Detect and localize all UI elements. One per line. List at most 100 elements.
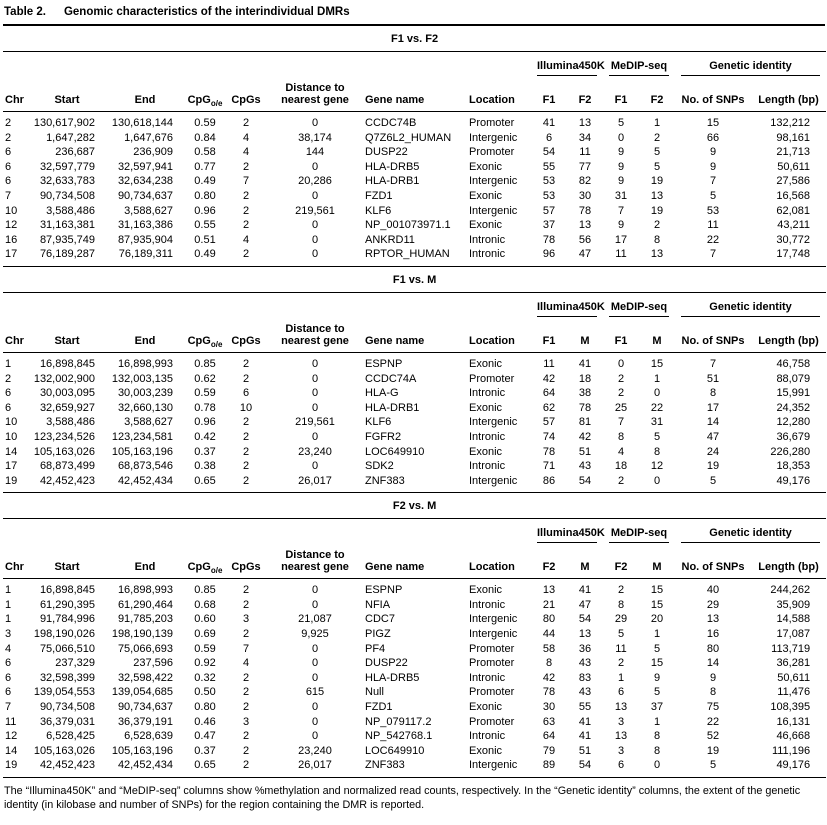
cell-medip-2: 15 [650, 357, 664, 370]
column-group-label: Genetic identity [681, 301, 821, 317]
column-header-length-bp: Length (bp) [751, 76, 827, 112]
cell-illumina-1: 53 [542, 189, 556, 202]
cell-distance-to-nearest-gene: 0 [311, 598, 319, 611]
cell-cpgs: 6 [242, 387, 250, 400]
cell-distance-to-nearest-gene: 0 [311, 657, 319, 670]
cell-cpgs: 2 [242, 701, 250, 714]
cell-num-snps: 19 [706, 744, 720, 757]
cell-start: 90,734,508 [39, 701, 95, 714]
cell-start: 130,617,902 [33, 117, 95, 129]
cell-medip-1: 3 [617, 715, 625, 728]
cell-location: Intronic [469, 430, 506, 443]
cell-distance-to-nearest-gene: 20,286 [298, 175, 332, 188]
cell-end: 36,379,191 [117, 715, 173, 728]
dmr-row: 6 32,597,779 32,597,941 0.77 2 0 HLA-DRB5 Exoni… [3, 160, 826, 175]
cell-gene-name: KLF6 [365, 204, 392, 217]
cell-cpg-oe: 0.80 [194, 189, 216, 202]
cell-cpgs: 4 [242, 146, 250, 159]
cell-cpg-oe: 0.68 [194, 598, 216, 611]
cell-medip-2: 1 [653, 715, 661, 728]
cell-illumina-2: 54 [578, 613, 592, 626]
cell-start: 31,163,381 [39, 219, 95, 232]
column-group-label: MeDIP-seq [609, 301, 669, 317]
cell-location: Promoter [469, 686, 515, 699]
cell-location: Exonic [469, 160, 503, 173]
cell-num-snps: 47 [706, 430, 720, 443]
cell-start: 36,379,031 [39, 715, 95, 728]
cell-illumina-1: 21 [542, 598, 556, 611]
cell-length-bp: 18,353 [776, 460, 811, 473]
cell-distance-to-nearest-gene: 0 [311, 701, 319, 714]
cell-medip-2: 8 [653, 233, 661, 246]
cell-num-snps: 5 [709, 759, 717, 772]
cell-num-snps: 40 [706, 584, 720, 597]
cell-chr: 1 [5, 357, 12, 370]
cell-cpgs: 2 [242, 474, 250, 487]
column-group-label: Illumina450K [537, 60, 605, 76]
cell-cpgs: 2 [242, 744, 250, 757]
cell-end: 3,588,627 [124, 204, 173, 217]
cell-cpgs: 2 [242, 730, 250, 743]
cell-illumina-2: 77 [578, 160, 592, 173]
cell-cpgs: 2 [242, 117, 250, 129]
column-group-genetic-identity: Genetic identity [675, 519, 826, 544]
cell-medip-2: 0 [653, 387, 661, 400]
cell-medip-1: 11 [615, 642, 627, 655]
column-group-medip-seq: MeDIP-seq [603, 52, 675, 76]
cell-medip-1: 1 [617, 671, 625, 684]
cell-cpg-oe: 0.49 [194, 175, 216, 188]
cell-illumina-2: 54 [578, 759, 592, 772]
cell-cpg-oe: 0.85 [194, 584, 216, 597]
cell-location: Intronic [469, 248, 506, 261]
cell-length-bp: 21,713 [776, 146, 811, 159]
cell-illumina-2: 11 [579, 146, 591, 159]
cell-length-bp: 36,679 [776, 430, 811, 443]
cell-distance-to-nearest-gene: 0 [311, 715, 319, 728]
cell-medip-1: 7 [617, 416, 625, 429]
table-sections: F1 vs. F2 Illumina450K MeDIP-seq Genetic id… [3, 26, 827, 778]
column-header-illumina-f2: F2 [531, 543, 567, 580]
cell-medip-2: 0 [653, 759, 661, 772]
cell-medip-1: 25 [614, 401, 628, 414]
cell-distance-to-nearest-gene: 0 [311, 189, 319, 202]
cell-distance-to-nearest-gene: 23,240 [298, 744, 332, 757]
cell-cpgs: 4 [242, 233, 250, 246]
cell-location: Intergenic [469, 628, 518, 641]
column-header-cpg-oe: CpGo/e [183, 76, 227, 112]
cell-illumina-2: 13 [578, 117, 592, 129]
cell-start: 75,066,510 [39, 642, 95, 655]
column-header-chr: Chr [3, 76, 27, 112]
cell-cpg-oe: 0.47 [194, 730, 216, 743]
dmr-row: 10 3,588,486 3,588,627 0.96 2 219,561 KLF6 Inte… [3, 415, 826, 430]
cell-medip-2: 20 [650, 613, 664, 626]
cell-medip-1: 8 [617, 430, 625, 443]
cell-gene-name: RPTOR_HUMAN [365, 248, 450, 261]
cell-illumina-2: 41 [578, 357, 592, 370]
cell-location: Intronic [469, 598, 506, 611]
column-header-medip-m: M [639, 316, 675, 353]
cell-start: 90,734,508 [39, 189, 95, 202]
cell-illumina-2: 78 [578, 401, 592, 414]
section-title-f2-vs-m: F2 vs. M [3, 493, 827, 520]
cell-medip-1: 13 [614, 701, 628, 714]
cell-location: Promoter [469, 372, 515, 385]
cell-num-snps: 17 [706, 401, 720, 414]
cell-start: 32,659,927 [39, 401, 95, 414]
cell-location: Exonic [469, 445, 503, 458]
cell-chr: 19 [5, 474, 18, 487]
cell-location: Intergenic [469, 613, 518, 626]
cell-illumina-2: 82 [578, 175, 592, 188]
column-header-illumina-f2: F2 [567, 76, 603, 112]
cell-length-bp: 43,211 [777, 219, 811, 232]
cell-illumina-2: 51 [578, 445, 592, 458]
cell-end: 1,647,676 [124, 131, 173, 144]
cell-distance-to-nearest-gene: 0 [311, 642, 319, 655]
dmr-row: 2 132,002,900 132,003,135 0.62 2 0 CCDC74A Prom… [3, 372, 826, 387]
column-header-cpg-oe: CpGo/e [183, 316, 227, 353]
cell-illumina-2: 43 [578, 686, 592, 699]
cell-medip-1: 7 [617, 204, 625, 217]
dmr-row: 1 16,898,845 16,898,993 0.85 2 0 ESPNP Exonic 13… [3, 579, 826, 598]
cell-cpgs: 7 [242, 642, 250, 655]
cell-medip-2: 1 [653, 628, 661, 641]
cell-length-bp: 17,748 [776, 248, 811, 261]
